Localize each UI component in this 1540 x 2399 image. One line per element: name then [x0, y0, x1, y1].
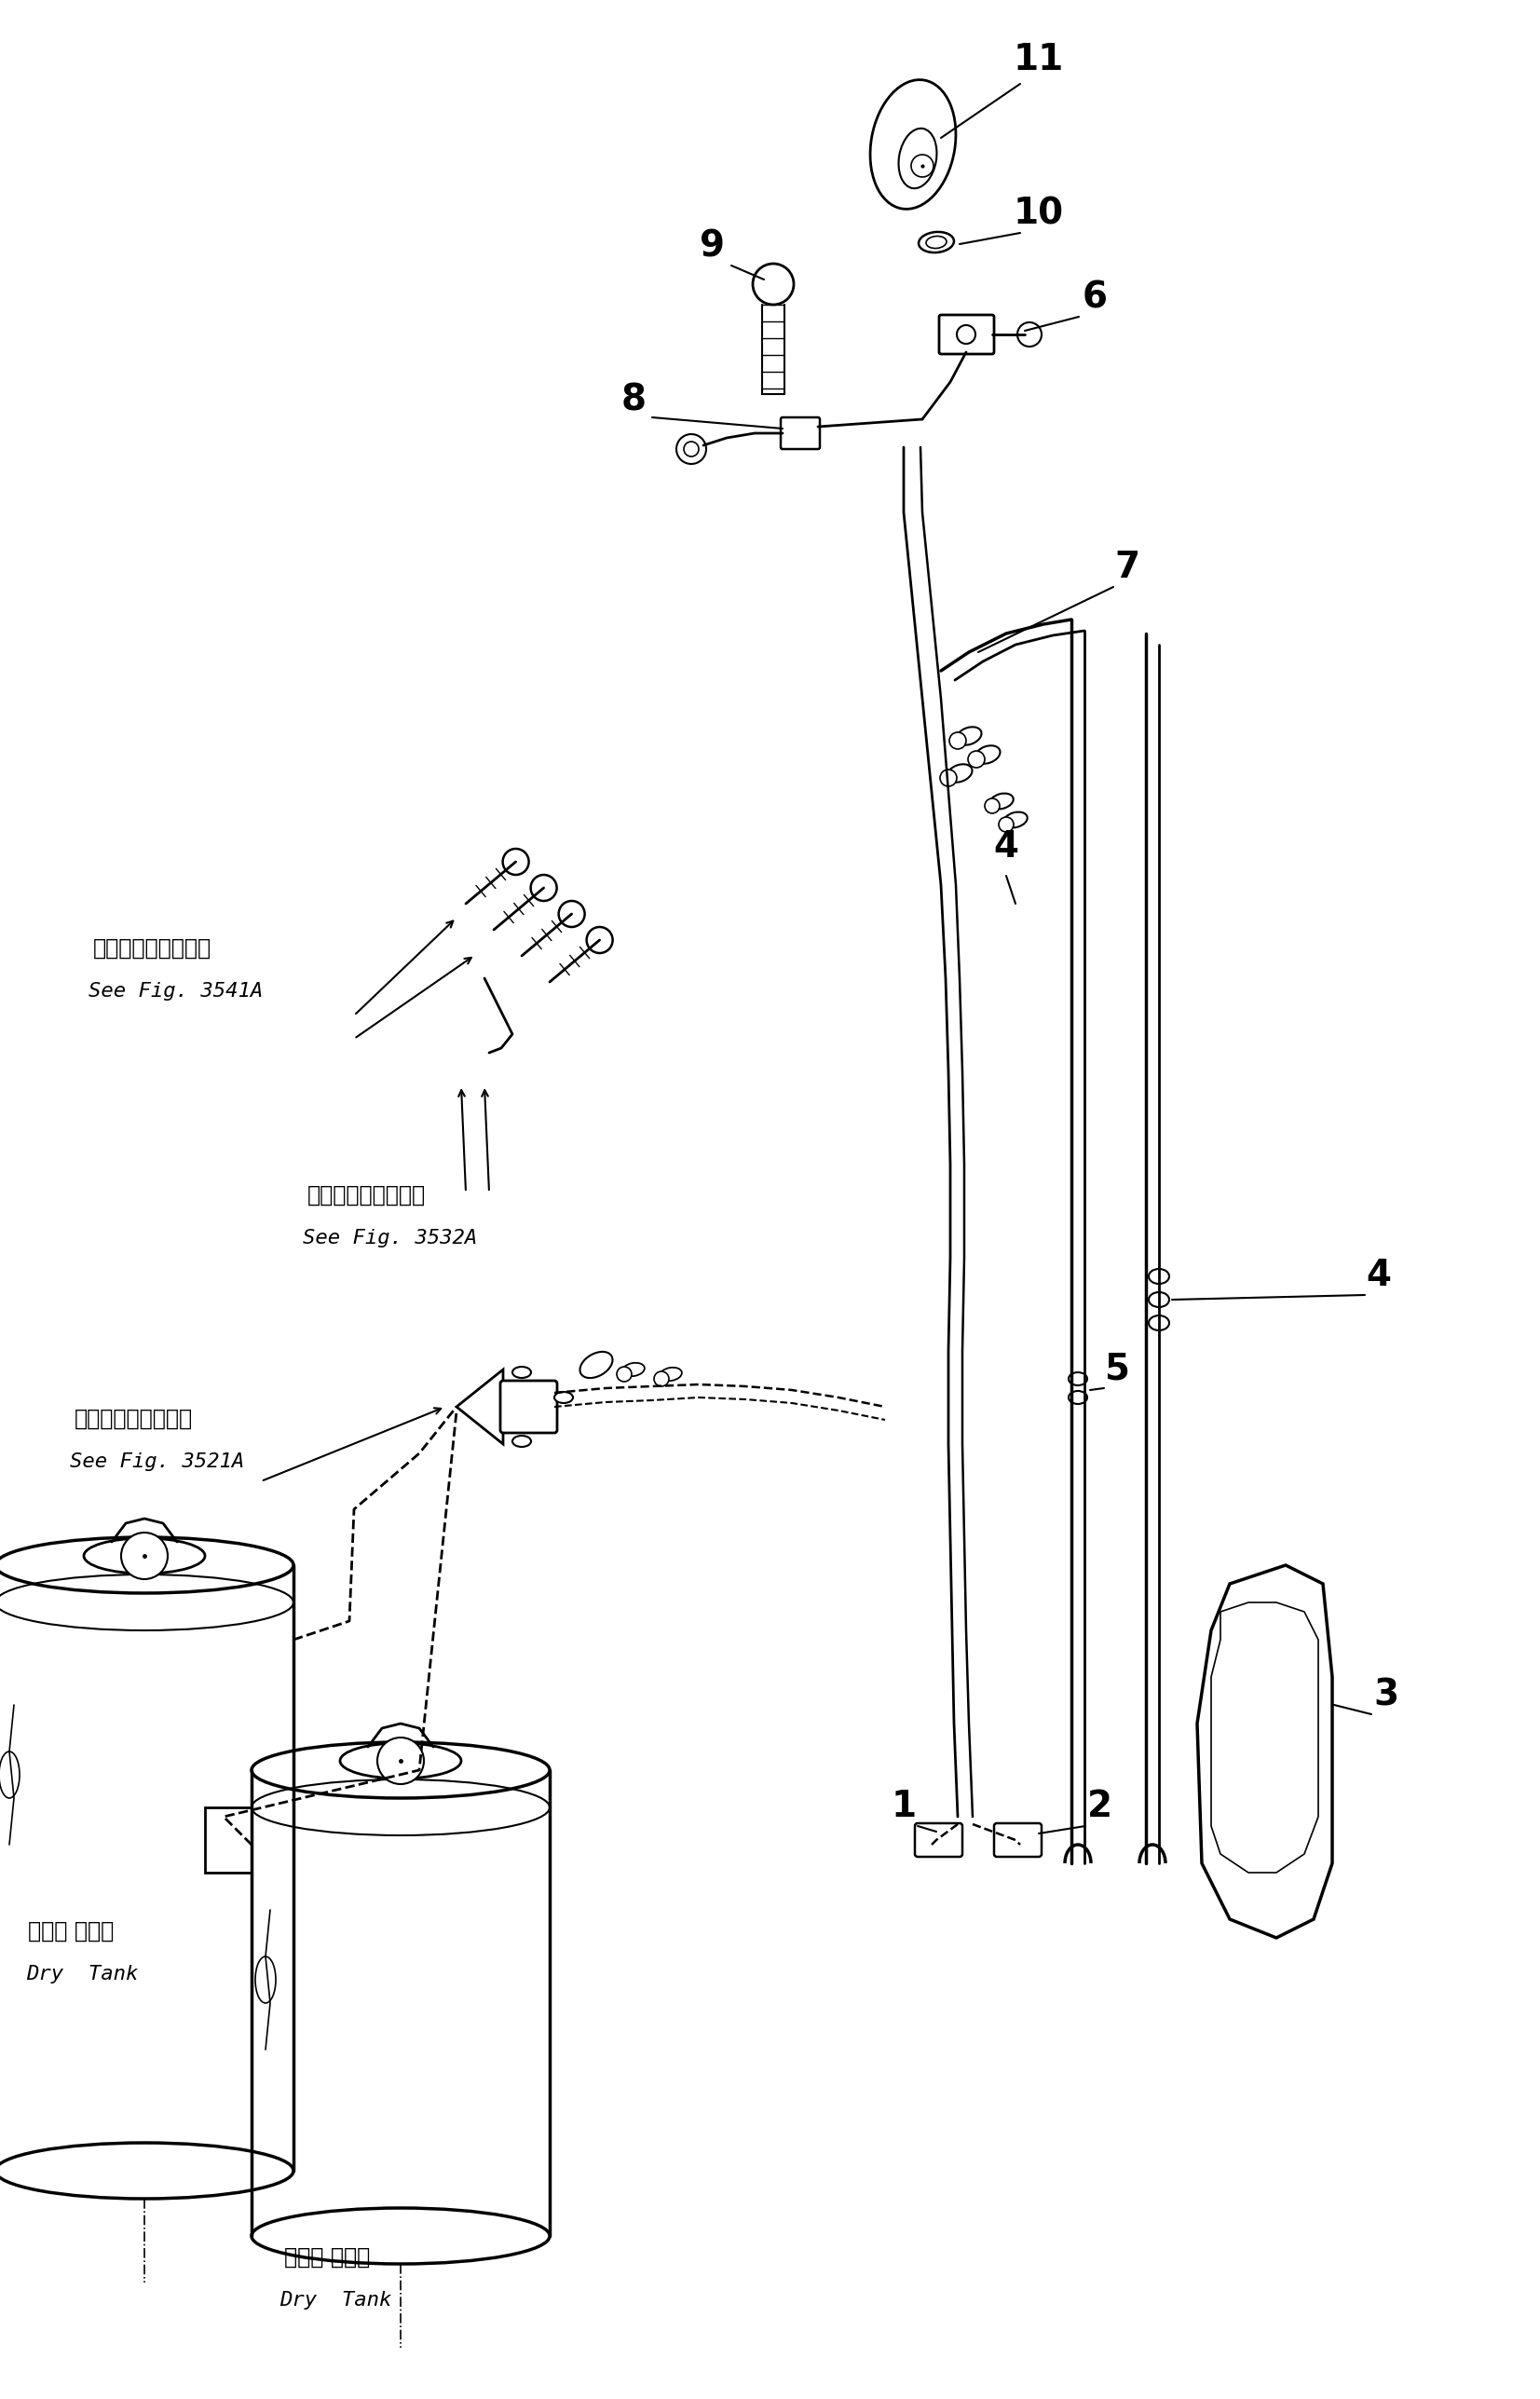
FancyBboxPatch shape	[915, 1823, 962, 1857]
FancyBboxPatch shape	[500, 1382, 557, 1432]
Ellipse shape	[513, 1367, 531, 1377]
Circle shape	[531, 876, 557, 902]
Ellipse shape	[1069, 1391, 1087, 1403]
Ellipse shape	[581, 1351, 613, 1377]
Text: 9: 9	[701, 228, 725, 264]
Text: Dry  Tank: Dry Tank	[279, 2291, 391, 2310]
Circle shape	[587, 926, 613, 952]
Circle shape	[984, 799, 999, 813]
Ellipse shape	[1149, 1293, 1169, 1307]
Text: 8: 8	[621, 381, 647, 417]
Text: 1: 1	[892, 1790, 916, 1823]
Text: 第３５３２Ａ図参照: 第３５３２Ａ図参照	[308, 1185, 427, 1207]
Circle shape	[1018, 321, 1041, 345]
Ellipse shape	[83, 1538, 205, 1574]
Circle shape	[999, 818, 1013, 832]
Circle shape	[502, 849, 528, 876]
Text: See Fig. 3521A: See Fig. 3521A	[69, 1451, 245, 1471]
Ellipse shape	[990, 794, 1013, 808]
Text: 第３５４１Ａ図参照: 第３５４１Ａ図参照	[92, 938, 211, 960]
Ellipse shape	[1149, 1269, 1169, 1283]
Text: 2: 2	[1087, 1790, 1112, 1823]
Text: ドライ タンク: ドライ タンク	[28, 1919, 114, 1943]
Text: 7: 7	[1115, 549, 1140, 585]
Circle shape	[676, 434, 707, 463]
Ellipse shape	[0, 1538, 294, 1593]
Text: Dry  Tank: Dry Tank	[26, 1965, 139, 1984]
FancyBboxPatch shape	[781, 417, 819, 449]
Ellipse shape	[1004, 811, 1027, 828]
Circle shape	[753, 264, 793, 305]
Text: See Fig. 3541A: See Fig. 3541A	[88, 981, 263, 1000]
Ellipse shape	[975, 746, 999, 763]
Ellipse shape	[659, 1367, 682, 1382]
Polygon shape	[456, 1370, 504, 1444]
Text: 11: 11	[1013, 41, 1064, 77]
Ellipse shape	[0, 2142, 294, 2200]
Ellipse shape	[340, 1744, 460, 1778]
Text: ドライ タンク: ドライ タンク	[285, 2245, 370, 2269]
Ellipse shape	[947, 765, 972, 782]
Ellipse shape	[1069, 1372, 1087, 1384]
FancyBboxPatch shape	[939, 314, 993, 355]
Circle shape	[654, 1372, 668, 1387]
Circle shape	[616, 1367, 631, 1382]
Circle shape	[949, 732, 966, 748]
Circle shape	[122, 1533, 168, 1579]
Text: 5: 5	[1106, 1351, 1130, 1387]
Ellipse shape	[251, 1742, 550, 1799]
Text: 3: 3	[1374, 1677, 1398, 1713]
Ellipse shape	[956, 727, 981, 746]
Ellipse shape	[1149, 1315, 1169, 1331]
Ellipse shape	[251, 2207, 550, 2265]
FancyBboxPatch shape	[993, 1823, 1041, 1857]
Ellipse shape	[622, 1363, 645, 1377]
Text: 4: 4	[993, 830, 1019, 864]
Circle shape	[559, 902, 585, 926]
Text: 10: 10	[1013, 197, 1064, 230]
Circle shape	[377, 1737, 424, 1785]
Ellipse shape	[513, 1435, 531, 1447]
Ellipse shape	[554, 1391, 573, 1403]
Circle shape	[969, 751, 984, 768]
Text: 4: 4	[1366, 1257, 1392, 1293]
Text: 第３５２１Ａ図参照: 第３５２１Ａ図参照	[74, 1408, 192, 1430]
Text: See Fig. 3532A: See Fig. 3532A	[303, 1228, 477, 1247]
Text: 6: 6	[1083, 281, 1107, 314]
Circle shape	[939, 770, 956, 787]
